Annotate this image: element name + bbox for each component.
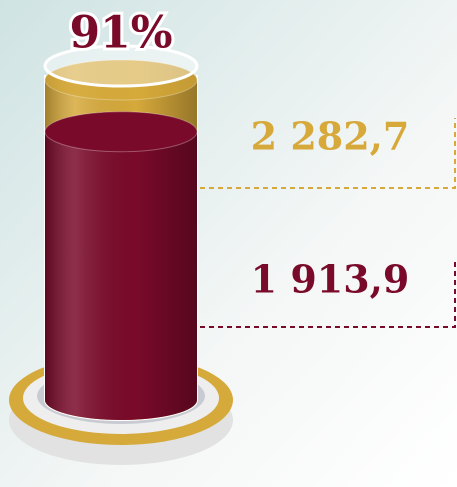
value-label: 2 282,7 [251,114,410,159]
value-label: 1 913,9 [251,257,410,302]
leader-line [200,258,456,328]
glass-top [43,44,199,88]
segment-top [44,59,198,101]
percent-label: 91% [69,8,172,59]
segment-top [44,111,198,153]
segment-shade [45,111,197,420]
leader-line [200,118,456,189]
